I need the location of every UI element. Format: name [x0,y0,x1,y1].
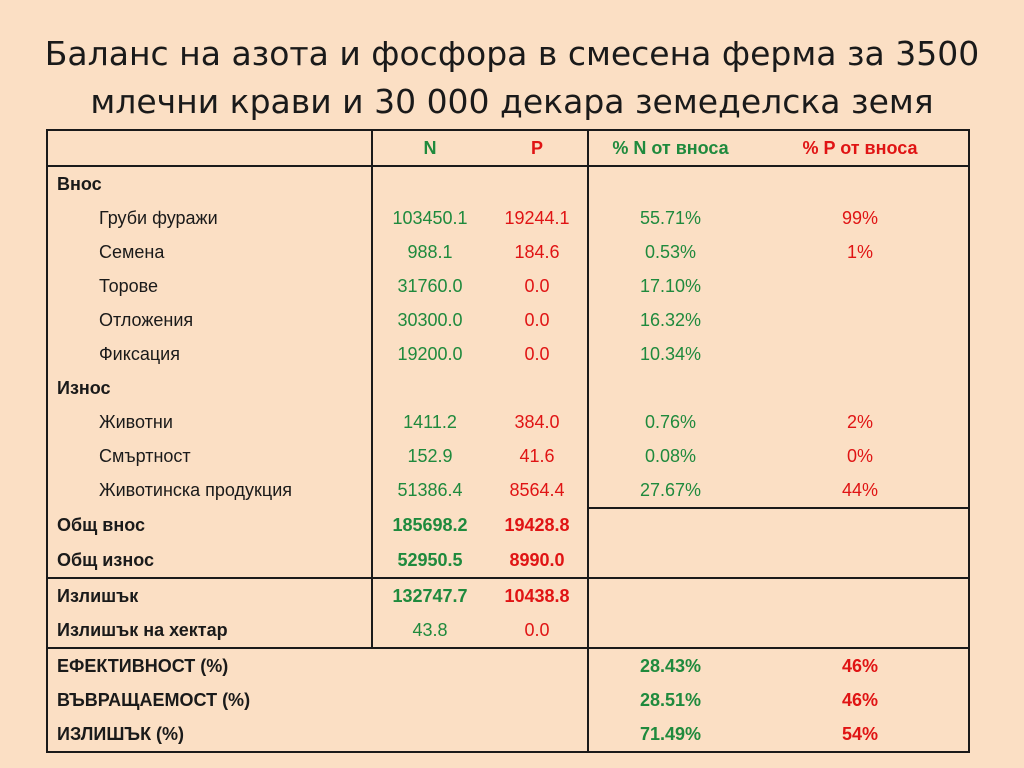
cell-n: 988.1 [371,235,487,269]
summary-row: ЕФЕКТИВНОСТ (%) 28.43% 46% [47,647,969,683]
table-row: Животинска продукция 51386.4 8564.4 27.6… [47,473,969,508]
cell-pct-n: 71.49% [587,717,752,752]
row-label: Общ внос [57,515,146,535]
cell-p: 19428.8 [504,515,570,535]
cell-pct-p: 44% [841,479,879,500]
row-label: ВЪВРАЩАЕМОСТ (%) [57,689,251,710]
cell-n: 52950.5 [371,543,487,578]
cell-pct-p: 99% [841,207,879,228]
cell-n: 51386.4 [371,473,487,508]
cell-n: 1411.2 [371,405,487,439]
table-row: Торове 31760.0 0.0 17.10% [47,269,969,303]
cell-p: 8990.0 [509,549,565,570]
section-row-iznos: Износ [47,371,969,405]
cell-p: 0.0 [524,619,550,640]
table-row: Груби фуражи 103450.1 19244.1 55.71% 99% [47,201,969,235]
cell-p: 0.0 [524,275,550,296]
cell-p: 184.6 [514,241,560,262]
row-label: ЕФЕКТИВНОСТ (%) [47,647,588,683]
cell-pct-n: 28.43% [587,647,752,683]
cell-pct-p [752,303,969,337]
cell-p: 41.6 [519,445,555,466]
cell-pct-p: 0% [846,445,873,466]
total-row: Общ внос 185698.2 19428.8 [47,507,969,543]
row-label: ИЗЛИШЪК (%) [57,723,185,744]
row-label: Излишък на хектар [57,619,228,640]
title-line-2: млечни крави и 30 000 декара земеделска … [90,82,934,121]
cell-n: 103450.1 [371,201,487,235]
cell-pct-n: 0.53% [587,235,752,269]
section-label-vnos: Внос [57,173,102,194]
cell-p: 10438.8 [487,577,588,613]
row-label: Общ износ [57,549,154,570]
cell-pct-n: 28.51% [587,683,752,717]
header-pct-n: % N от вноса [587,130,752,167]
header-p: P [487,130,588,167]
table-row: Животни 1411.2 384.0 0.76% 2% [47,405,969,439]
section-label-iznos: Износ [57,377,111,398]
cell-n: 19200.0 [371,337,487,371]
row-label: Животни [99,411,173,432]
cell-pct-n: 0.76% [587,405,752,439]
table-row: Семена 988.1 184.6 0.53% 1% [47,235,969,269]
row-label: Отложения [99,309,194,330]
cell-p: 384.0 [514,411,560,432]
cell-pct-n: 17.10% [587,269,752,303]
cell-p: 0.0 [524,343,550,364]
cell-n: 152.9 [371,439,487,473]
balance-table: N P % N от вноса % P от вноса Внос Груби… [46,129,970,753]
header-n: N [371,130,487,167]
header-row: N P % N от вноса % P от вноса [47,130,969,167]
surplus-row: Излишък 132747.7 10438.8 [47,577,969,613]
cell-p: 19244.1 [504,207,570,228]
cell-n: 43.8 [371,613,487,648]
cell-p: 8564.4 [509,480,565,500]
summary-row: ИЗЛИШЪК (%) 71.49% 54% [47,717,969,752]
cell-pct-p: 46% [752,647,969,683]
cell-pct-n: 27.67% [587,473,752,508]
row-label: Семена [99,241,165,262]
row-label: Торове [99,275,158,296]
section-row-vnos: Внос [47,166,969,201]
surplus-row: Излишък на хектар 43.8 0.0 [47,613,969,648]
cell-pct-n: 55.71% [587,201,752,235]
row-label: Фиксация [99,343,180,364]
cell-pct-p: 1% [846,241,873,262]
row-label: Излишък [47,577,372,613]
summary-row: ВЪВРАЩАЕМОСТ (%) 28.51% 46% [47,683,969,717]
cell-pct-p [752,269,969,303]
table-row: Фиксация 19200.0 0.0 10.34% [47,337,969,371]
cell-pct-n: 16.32% [587,303,752,337]
cell-pct-p [752,337,969,371]
cell-pct-p: 46% [841,689,879,710]
total-row: Общ износ 52950.5 8990.0 [47,543,969,578]
cell-n: 132747.7 [371,577,487,613]
cell-p: 0.0 [524,309,550,330]
cell-n: 31760.0 [371,269,487,303]
title-line-1: Баланс на азота и фосфора в смесена ферм… [44,34,980,73]
cell-pct-p: 2% [846,411,873,432]
header-pct-p: % P от вноса [752,130,969,167]
cell-n: 30300.0 [371,303,487,337]
cell-n: 185698.2 [371,508,487,543]
cell-pct-n: 10.34% [587,337,752,371]
cell-pct-p: 54% [841,723,879,744]
row-label: Груби фуражи [99,207,218,228]
table-row: Отложения 30300.0 0.0 16.32% [47,303,969,337]
row-label: Животинска продукция [99,480,293,500]
table-row: Смъртност 152.9 41.6 0.08% 0% [47,439,969,473]
page-title: Баланс на азота и фосфора в смесена ферм… [0,30,1024,126]
header-blank [47,130,372,167]
cell-pct-n: 0.08% [587,439,752,473]
row-label: Смъртност [99,445,191,466]
